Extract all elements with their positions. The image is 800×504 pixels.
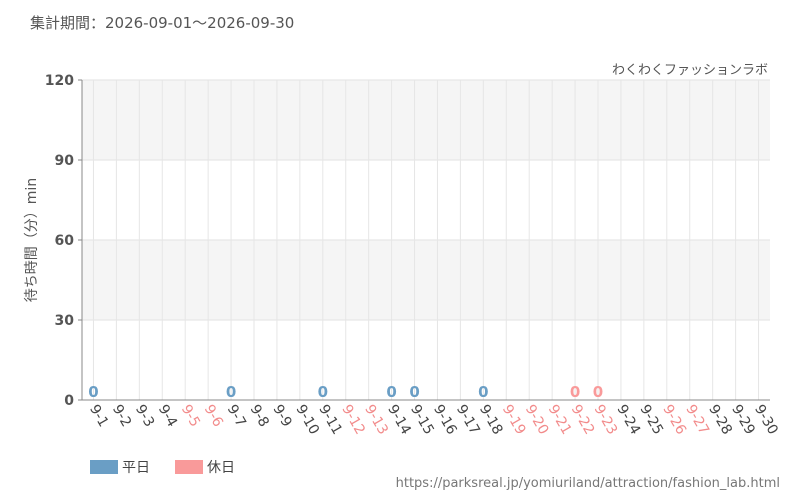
x-tick-label: 9-12 — [338, 402, 368, 438]
x-tick-label: 9-23 — [591, 402, 621, 438]
y-tick-label: 60 — [55, 233, 75, 249]
x-tick-label: 9-26 — [659, 402, 689, 438]
x-tick-label: 9-9 — [269, 402, 294, 430]
x-tick-label: 9-6 — [201, 402, 226, 430]
x-tick-label: 9-21 — [545, 402, 575, 438]
x-tick-label: 9-18 — [476, 402, 506, 438]
y-tick-label: 90 — [55, 153, 75, 169]
x-tick-label: 9-20 — [522, 402, 552, 438]
data-label: 0 — [386, 383, 396, 401]
x-tick-label: 9-7 — [224, 402, 249, 430]
x-tick-label: 9-19 — [499, 402, 529, 438]
x-tick-label: 9-1 — [86, 402, 111, 430]
data-label: 0 — [88, 383, 98, 401]
x-tick-label: 9-8 — [247, 402, 272, 430]
x-tick-label: 9-30 — [751, 402, 781, 438]
x-tick-label: 9-2 — [109, 402, 134, 430]
x-tick-label: 9-11 — [315, 402, 345, 438]
y-axis-label: 待ち時間（分）min — [24, 178, 40, 302]
x-tick-label: 9-3 — [132, 402, 157, 430]
x-tick-label: 9-5 — [178, 402, 203, 430]
grid-band — [82, 240, 770, 320]
data-label: 0 — [318, 383, 328, 401]
legend-label: 休日 — [207, 460, 235, 476]
x-tick-label: 9-13 — [361, 402, 391, 438]
chart-title: 集計期間：2026-09-01～2026-09-30 — [30, 14, 294, 32]
grid-band — [82, 80, 770, 160]
x-tick-label: 9-25 — [636, 402, 666, 438]
y-tick-label: 30 — [55, 313, 75, 329]
x-tick-label: 9-28 — [705, 402, 735, 438]
x-tick-label: 9-4 — [155, 402, 180, 430]
data-label: 0 — [226, 383, 236, 401]
x-tick-label: 9-27 — [682, 402, 712, 438]
x-tick-label: 9-15 — [407, 402, 437, 438]
source-url: https://parksreal.jp/yomiuriland/attract… — [396, 476, 780, 491]
x-tick-label: 9-29 — [728, 402, 758, 438]
y-tick-label: 120 — [45, 73, 74, 89]
data-label: 0 — [478, 383, 488, 401]
x-tick-label: 9-10 — [292, 402, 322, 438]
data-label: 0 — [409, 383, 419, 401]
legend-label: 平日 — [122, 460, 150, 476]
legend-swatch — [175, 460, 203, 474]
x-tick-label: 9-14 — [384, 402, 414, 438]
x-tick-label: 9-24 — [613, 402, 643, 438]
chart-subtitle: わくわくファッションラボ — [612, 63, 768, 78]
data-label: 0 — [570, 383, 580, 401]
x-tick-label: 9-22 — [568, 402, 598, 438]
data-label: 0 — [593, 383, 603, 401]
x-tick-label: 9-16 — [430, 402, 460, 438]
x-tick-label: 9-17 — [453, 402, 483, 438]
y-tick-label: 0 — [64, 393, 74, 409]
legend-swatch — [90, 460, 118, 474]
